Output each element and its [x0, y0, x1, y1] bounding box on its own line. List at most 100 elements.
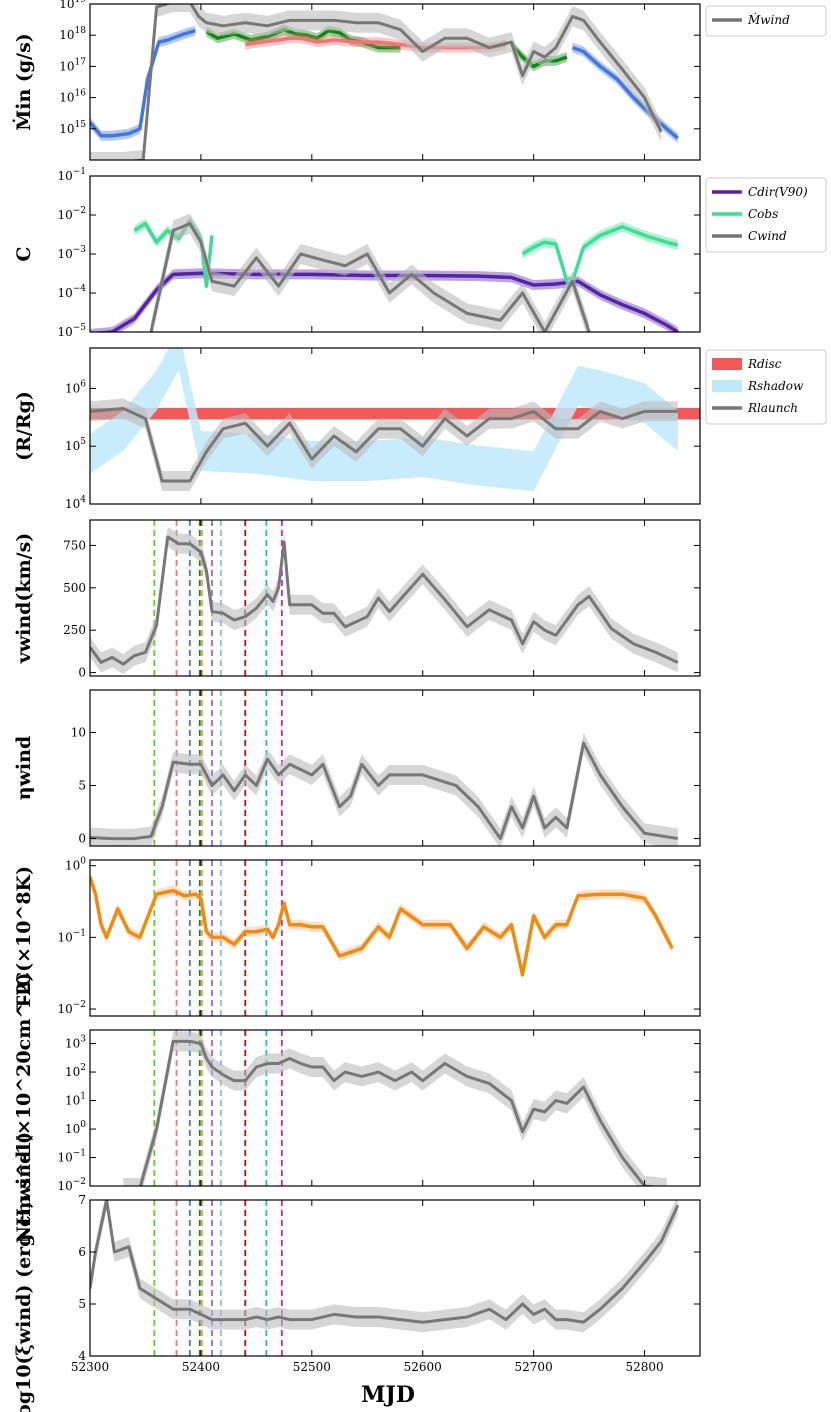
tick-label: 5 [78, 1297, 86, 1311]
panel-vwind: 0 250 500 750 vwind(km/s) [13, 519, 701, 680]
tick-label: 0 [78, 666, 86, 680]
y-axis-label: (R/Rg) [13, 391, 35, 461]
legend-label: Cobs [748, 207, 778, 221]
plot-area [90, 1200, 680, 1356]
tick-label: 100 [65, 857, 86, 873]
uncertainty-band [90, 733, 678, 846]
tick-label: 52300 [71, 1360, 109, 1374]
panel-xi: 4 5 6 7 52300 52400 52500 52600 52700 52800 log10(… [13, 1132, 701, 1412]
tick-label: 104 [65, 495, 86, 511]
tick-label: 10−1 [57, 167, 86, 183]
y-axis-label: Ṁin (g/s) [12, 33, 35, 131]
uncertainty-band [522, 221, 678, 287]
series-line [90, 1200, 680, 1324]
plot-area [90, 690, 679, 846]
tick-label: 10 [71, 725, 86, 739]
y-axis-label: NH,wind (×10^20cm^-2) [13, 973, 35, 1244]
series-line [521, 224, 679, 284]
tick-label: 106 [65, 379, 86, 395]
tick-label: 10−4 [57, 284, 86, 300]
legend-label: Rshadow [747, 379, 804, 393]
y-axis-label: log10(ξwind) (erg cm s^-1) [13, 1132, 35, 1412]
y-axis-label: C [13, 246, 35, 261]
uncertainty-band [90, 526, 678, 675]
legend-label: Ṁwind [747, 12, 790, 27]
axes-frame [89, 519, 701, 677]
tick-label: 1017 [59, 57, 86, 73]
series-line [90, 535, 679, 666]
tick-label: 10−2 [57, 1000, 86, 1016]
tick-label: 52400 [182, 1360, 220, 1374]
tick-label: 101 [65, 1092, 86, 1108]
axes-frame [89, 347, 701, 505]
plot-area [90, 860, 674, 1016]
uncertainty-band [90, 1200, 678, 1333]
series-line [133, 219, 214, 288]
y-axis-label: TIC(×10^8K) [13, 866, 35, 1010]
legend: Ṁwind [705, 5, 827, 37]
band-rshadow [90, 348, 678, 492]
legend-box [705, 5, 827, 37]
tick-label: 52800 [625, 1360, 663, 1374]
tick-label: 1019 [59, 0, 86, 11]
series-line [90, 741, 679, 841]
panel-nh: 10−2 10−1 100 101 102 103 NH,wind (×10^20cm^-2… [13, 973, 701, 1244]
tick-label: 102 [65, 1063, 86, 1079]
legend-label: Cdir(V90) [748, 185, 808, 199]
plot-area [90, 520, 679, 676]
legend-label: Rlaunch [747, 401, 798, 415]
axes-frame [89, 1199, 701, 1357]
tick-label: 1015 [59, 120, 86, 136]
axes-frame [89, 3, 701, 161]
panel-eta: 0 5 10 ηwind [13, 689, 701, 847]
legend-swatch [712, 358, 742, 370]
series-line [571, 45, 679, 140]
uncertainty-band [151, 213, 590, 332]
tick-label: 100 [65, 1120, 86, 1136]
uncertainty-band [90, 25, 196, 141]
tick-label: 1018 [59, 26, 86, 42]
axes-frame [89, 175, 701, 333]
legend: Rdisc Rshadow Rlaunch [705, 349, 827, 425]
uncertainty-band [90, 398, 678, 491]
x-axis-label: MJD [361, 1382, 415, 1408]
axes-frame [89, 859, 701, 1017]
tick-label: 105 [65, 437, 86, 453]
series-line [90, 876, 674, 977]
uncertainty-band [90, 4, 662, 160]
tick-label: 5 [78, 779, 86, 793]
tick-label: 10−5 [57, 323, 86, 339]
legend: Cdir(V90) Cobs Cwind [705, 177, 827, 253]
band-rdisc [90, 407, 700, 420]
tick-label: 52700 [515, 1360, 553, 1374]
tick-label: 500 [63, 581, 86, 595]
tick-label: 10−1 [57, 1149, 86, 1165]
panel-radius: 104 105 106 (R/Rg) Rdisc Rshadow Rlaunch [13, 347, 827, 511]
legend-swatch [712, 380, 742, 392]
axes-frame [89, 689, 701, 847]
tick-label: 10−3 [57, 245, 86, 261]
plot-area [90, 213, 679, 332]
legend-box [705, 177, 827, 253]
panel-tic: 10−2 10−1 100 TIC(×10^8K) [13, 857, 701, 1017]
axes-frame [89, 1029, 701, 1187]
series-line [90, 406, 678, 483]
tick-label: 6 [78, 1245, 86, 1259]
series-line [138, 1039, 662, 1186]
tick-label: 10−2 [57, 206, 86, 222]
tick-label: 0 [78, 832, 86, 846]
tick-label: 1016 [59, 89, 86, 105]
tick-label: 10−2 [57, 1177, 86, 1193]
y-axis-label: ηwind [13, 736, 35, 801]
plot-area [90, 348, 700, 492]
tick-label: 750 [63, 538, 86, 552]
tick-label: 250 [63, 623, 86, 637]
tick-label: 52500 [293, 1360, 331, 1374]
y-axis-label: vwind(km/s) [13, 533, 35, 665]
plot-area [123, 1030, 667, 1186]
uncertainty-band [123, 1031, 667, 1186]
panel-coverage: 10−5 10−4 10−3 10−2 10−1 C Cdir(V90) Cobs Cwind [13, 167, 827, 339]
legend-label: Cwind [748, 229, 787, 243]
